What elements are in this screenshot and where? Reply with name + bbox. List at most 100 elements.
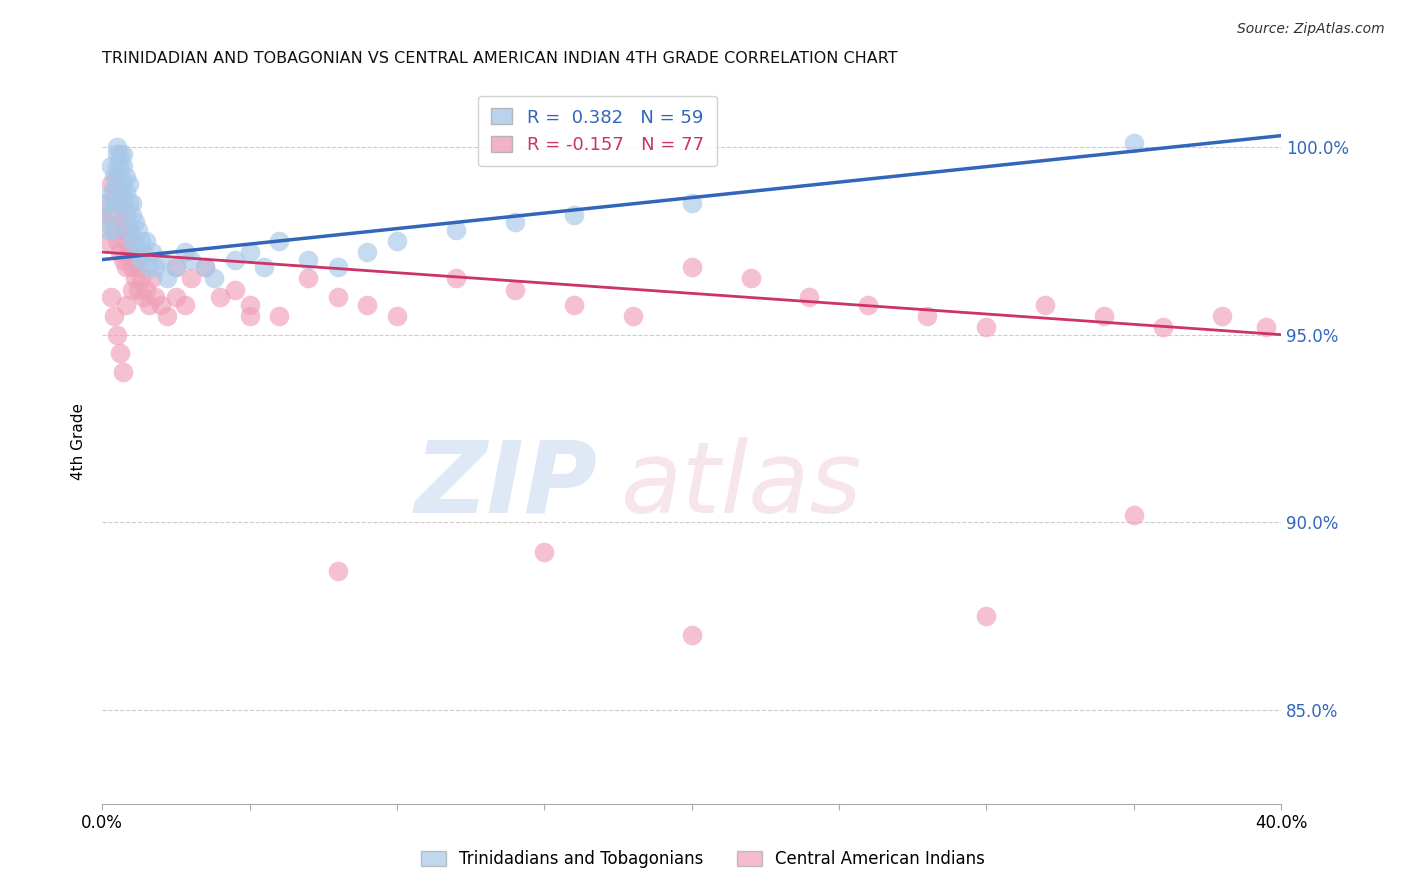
Point bbox=[297, 271, 319, 285]
Point bbox=[129, 252, 152, 267]
Point bbox=[103, 169, 125, 184]
Legend: Trinidadians and Tobagonians, Central American Indians: Trinidadians and Tobagonians, Central Am… bbox=[415, 844, 991, 875]
Point bbox=[974, 320, 997, 334]
Point bbox=[1122, 508, 1144, 522]
Point bbox=[100, 207, 122, 221]
Point bbox=[124, 252, 146, 267]
Point bbox=[156, 309, 179, 323]
Point bbox=[103, 222, 125, 236]
Point bbox=[111, 147, 134, 161]
Point bbox=[799, 290, 821, 304]
Point bbox=[858, 298, 880, 312]
Point bbox=[385, 309, 408, 323]
Point bbox=[356, 245, 378, 260]
Point bbox=[103, 222, 125, 236]
Point bbox=[118, 245, 141, 260]
Point bbox=[150, 298, 173, 312]
Point bbox=[121, 207, 143, 221]
Point bbox=[444, 271, 467, 285]
Point bbox=[118, 245, 141, 260]
Point bbox=[209, 290, 232, 304]
Point bbox=[224, 252, 246, 267]
Legend: R =  0.382   N = 59, R = -0.157   N = 77: R = 0.382 N = 59, R = -0.157 N = 77 bbox=[478, 95, 717, 167]
Point bbox=[114, 260, 136, 274]
Point bbox=[1211, 309, 1233, 323]
Point bbox=[180, 252, 202, 267]
Point bbox=[94, 196, 117, 211]
Point bbox=[118, 222, 141, 236]
Point bbox=[253, 260, 276, 274]
Point bbox=[503, 283, 526, 297]
Point bbox=[111, 196, 134, 211]
Point bbox=[127, 245, 149, 260]
Point bbox=[118, 178, 141, 192]
Point bbox=[621, 309, 644, 323]
Point bbox=[533, 545, 555, 559]
Point bbox=[1122, 136, 1144, 151]
Point bbox=[1256, 320, 1278, 334]
Point bbox=[105, 234, 128, 248]
Point bbox=[103, 196, 125, 211]
Point bbox=[202, 271, 225, 285]
Point bbox=[105, 196, 128, 211]
Text: ZIP: ZIP bbox=[415, 437, 598, 533]
Point bbox=[111, 222, 134, 236]
Point bbox=[385, 234, 408, 248]
Point bbox=[127, 222, 149, 236]
Point bbox=[150, 252, 173, 267]
Point bbox=[108, 159, 131, 173]
Point bbox=[108, 185, 131, 199]
Point bbox=[165, 290, 187, 304]
Point bbox=[138, 298, 160, 312]
Text: atlas: atlas bbox=[621, 437, 862, 533]
Point bbox=[267, 309, 290, 323]
Point bbox=[132, 245, 155, 260]
Point bbox=[194, 260, 217, 274]
Point bbox=[111, 365, 134, 379]
Point bbox=[108, 215, 131, 229]
Point bbox=[100, 185, 122, 199]
Point bbox=[238, 245, 260, 260]
Point bbox=[326, 290, 349, 304]
Point bbox=[111, 196, 134, 211]
Text: TRINIDADIAN AND TOBAGONIAN VS CENTRAL AMERICAN INDIAN 4TH GRADE CORRELATION CHAR: TRINIDADIAN AND TOBAGONIAN VS CENTRAL AM… bbox=[103, 51, 898, 66]
Point bbox=[108, 245, 131, 260]
Point bbox=[681, 196, 703, 211]
Point bbox=[105, 140, 128, 154]
Point bbox=[105, 178, 128, 192]
Point bbox=[238, 298, 260, 312]
Point bbox=[108, 185, 131, 199]
Point bbox=[180, 271, 202, 285]
Point bbox=[143, 260, 166, 274]
Point bbox=[100, 290, 122, 304]
Point bbox=[111, 178, 134, 192]
Point bbox=[124, 234, 146, 248]
Point bbox=[194, 260, 217, 274]
Point bbox=[127, 283, 149, 297]
Point bbox=[138, 260, 160, 274]
Point bbox=[97, 207, 120, 221]
Point bbox=[143, 290, 166, 304]
Point bbox=[124, 271, 146, 285]
Point bbox=[1033, 298, 1056, 312]
Point bbox=[118, 196, 141, 211]
Point bbox=[127, 260, 149, 274]
Text: Source: ZipAtlas.com: Source: ZipAtlas.com bbox=[1237, 22, 1385, 37]
Point bbox=[114, 207, 136, 221]
Point bbox=[267, 234, 290, 248]
Point bbox=[108, 346, 131, 360]
Point bbox=[356, 298, 378, 312]
Point bbox=[1092, 309, 1115, 323]
Point bbox=[94, 215, 117, 229]
Point bbox=[111, 252, 134, 267]
Point bbox=[173, 245, 195, 260]
Point bbox=[121, 283, 143, 297]
Point bbox=[97, 222, 120, 236]
Point bbox=[165, 260, 187, 274]
Point bbox=[105, 327, 128, 342]
Point bbox=[326, 564, 349, 578]
Point bbox=[444, 222, 467, 236]
Point bbox=[105, 147, 128, 161]
Point bbox=[121, 196, 143, 211]
Y-axis label: 4th Grade: 4th Grade bbox=[72, 403, 86, 480]
